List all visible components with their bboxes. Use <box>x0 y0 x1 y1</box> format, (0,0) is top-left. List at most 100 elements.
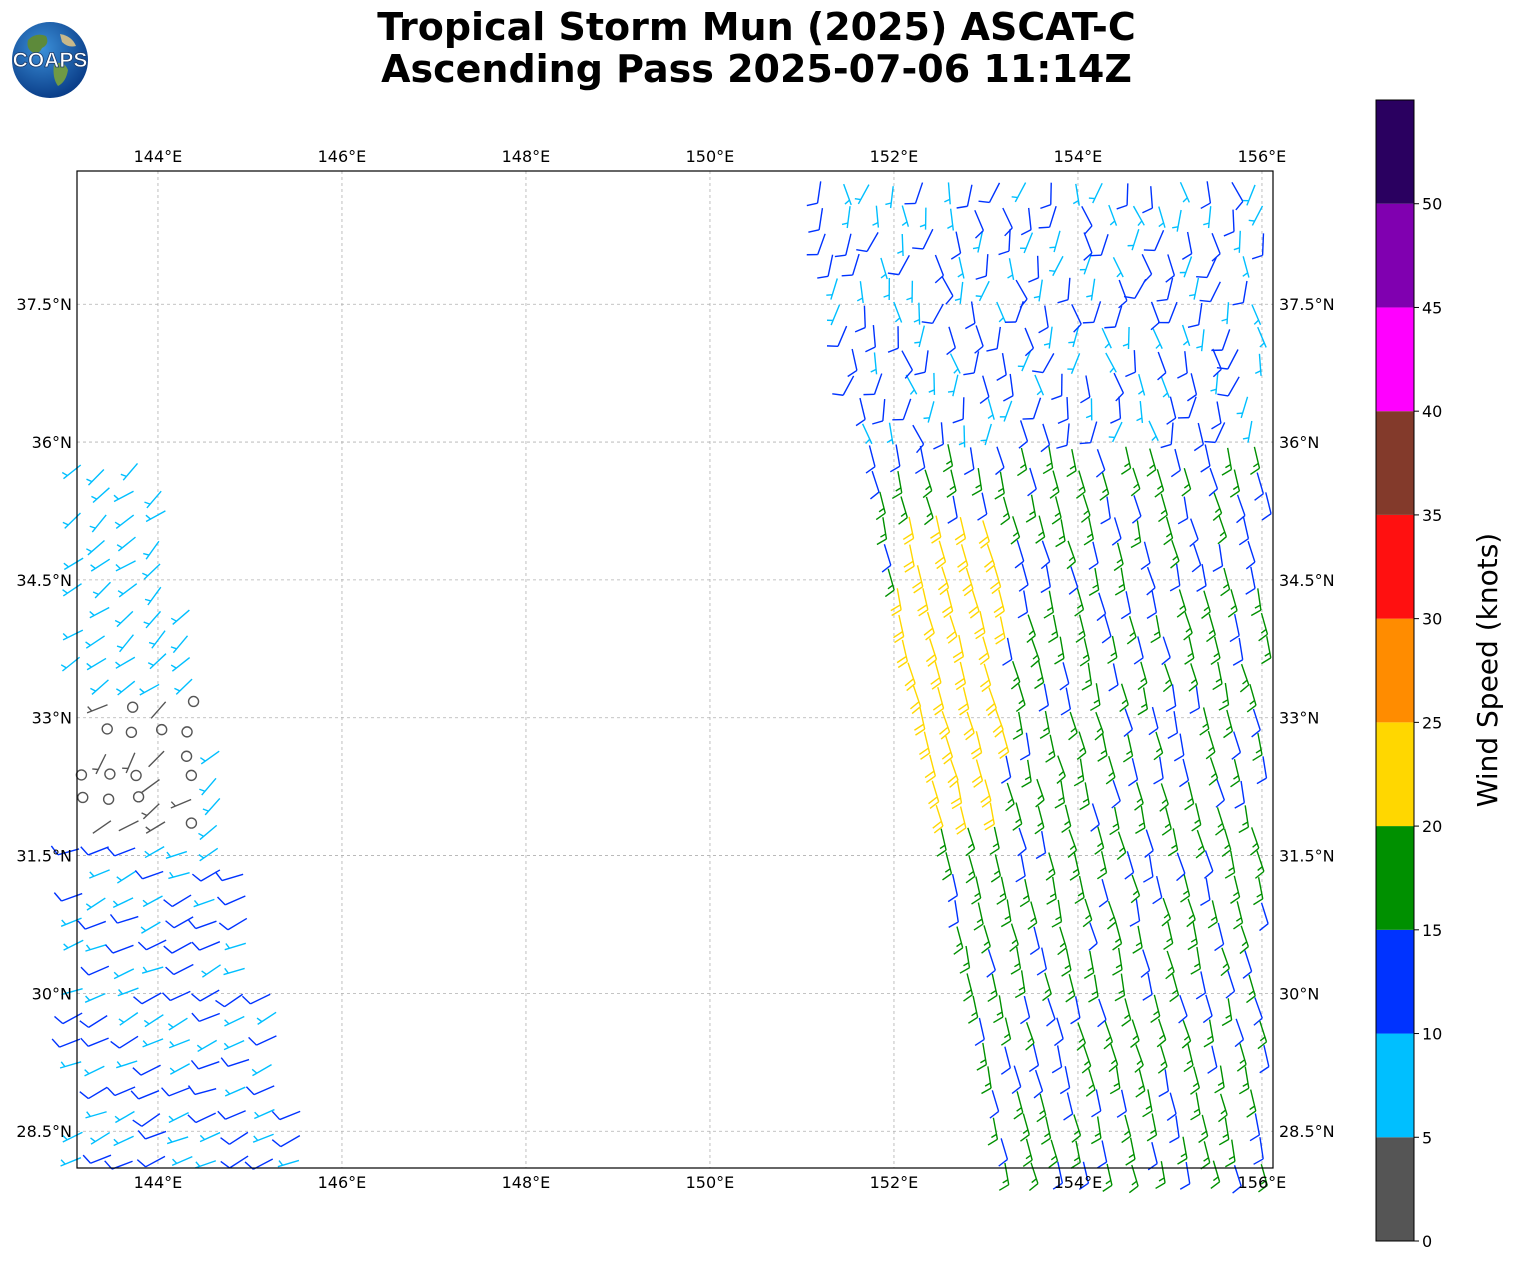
wind-barb <box>1236 1043 1247 1072</box>
wind-barb <box>989 826 1000 856</box>
wind-barb <box>996 353 1007 382</box>
wind-barb <box>1066 449 1077 478</box>
wind-barb <box>965 827 976 857</box>
wind-barb <box>77 920 107 930</box>
wind-barb <box>1251 304 1262 326</box>
lat-tick-left: 31.5°N <box>16 847 72 866</box>
wind-barb <box>110 1035 139 1049</box>
wind-barb <box>199 750 220 765</box>
wind-barb <box>85 944 107 952</box>
lat-tick-left: 33°N <box>32 709 72 728</box>
wind-barb <box>919 207 927 230</box>
wind-barb <box>976 1042 988 1071</box>
wind-barb <box>191 989 220 1002</box>
wind-barb <box>139 683 160 696</box>
wind-barb <box>1238 517 1250 546</box>
wind-barb <box>971 759 984 788</box>
wind-barb <box>1131 495 1142 524</box>
colorbar-tick: 35 <box>1422 506 1442 525</box>
wind-barb <box>202 797 221 816</box>
wind-barb <box>132 1064 161 1076</box>
wind-barb <box>973 902 984 931</box>
colorbar-tick: 15 <box>1422 921 1442 940</box>
wind-barb <box>1215 807 1225 836</box>
wind-barb <box>954 281 964 304</box>
wind-barb <box>1107 635 1118 664</box>
wind-barb <box>1140 949 1151 978</box>
lon-tick-bottom: 152°E <box>870 1173 919 1192</box>
wind-barb <box>1177 396 1197 419</box>
wind-barb <box>1245 566 1256 595</box>
wind-barb <box>932 804 944 834</box>
wind-barb <box>1129 899 1141 927</box>
wind-barb <box>947 873 959 903</box>
wind-barb <box>1094 826 1105 855</box>
wind-barb <box>928 780 940 810</box>
wind-barb <box>1225 970 1236 999</box>
wind-barb <box>116 634 134 653</box>
wind-barb <box>141 966 164 974</box>
wind-barb <box>1121 998 1132 1027</box>
lon-tick-top: 150°E <box>686 147 735 166</box>
wind-barb <box>1212 492 1223 521</box>
wind-barb <box>1057 926 1067 956</box>
wind-barb <box>1135 806 1146 835</box>
wind-barb <box>1067 829 1078 858</box>
wind-barb <box>1035 515 1046 544</box>
wind-barb <box>808 207 824 233</box>
wind-barb <box>1188 663 1199 692</box>
wind-barb <box>1032 353 1055 374</box>
wind-barb <box>161 1087 190 1097</box>
wind-barb <box>968 590 980 619</box>
wind-barb <box>1141 253 1153 283</box>
wind-barb <box>886 422 894 445</box>
wind-barb <box>1027 901 1038 930</box>
wind-barb <box>136 1155 166 1168</box>
wind-barb <box>62 512 81 529</box>
wind-barb <box>986 326 1001 352</box>
colorbar-tick: 5 <box>1422 1128 1432 1147</box>
wind-barb <box>1097 998 1107 1028</box>
wind-barb <box>145 821 166 834</box>
wind-barb <box>1254 850 1265 879</box>
wind-barb <box>1068 325 1080 348</box>
wind-barb <box>1246 684 1257 713</box>
wind-barb <box>141 803 160 820</box>
wind-barb <box>1114 973 1126 1002</box>
wind-barb <box>165 963 194 976</box>
wind-barb <box>148 630 166 649</box>
wind-barb <box>1061 804 1072 834</box>
wind-barb <box>999 400 1013 422</box>
wind-barb <box>1076 1022 1087 1051</box>
wind-barb <box>1005 782 1015 812</box>
wind-barb <box>79 1015 108 1028</box>
wind-barb <box>1248 205 1264 226</box>
wind-barb <box>1177 351 1188 379</box>
wind-barb <box>1147 1142 1158 1171</box>
wind-barb <box>1028 255 1040 283</box>
wind-barb <box>1060 687 1072 716</box>
wind-barb <box>1169 973 1180 1003</box>
wind-barb <box>930 515 942 544</box>
wind-barb <box>993 589 1005 618</box>
wind-barb <box>1154 469 1165 498</box>
wind-barb <box>861 423 873 445</box>
wind-barb <box>898 496 908 525</box>
wind-barb <box>1142 1089 1153 1118</box>
wind-barb <box>884 568 895 598</box>
wind-barb <box>942 444 954 473</box>
colorbar-bin <box>1376 1137 1414 1241</box>
wind-barb <box>914 707 926 736</box>
wind-barb <box>169 1063 190 1075</box>
wind-barb <box>1014 970 1026 999</box>
colorbar-bin <box>1376 1033 1414 1138</box>
wind-barb <box>1207 1045 1218 1074</box>
wind-barb <box>1120 446 1132 475</box>
wind-barb <box>1079 253 1093 275</box>
wind-barb <box>923 611 935 641</box>
wind-barb <box>1179 1161 1191 1190</box>
wind-barb <box>1088 541 1099 570</box>
wind-barb <box>1114 567 1126 596</box>
wind-barb <box>1208 467 1219 497</box>
wind-barb <box>918 731 931 760</box>
